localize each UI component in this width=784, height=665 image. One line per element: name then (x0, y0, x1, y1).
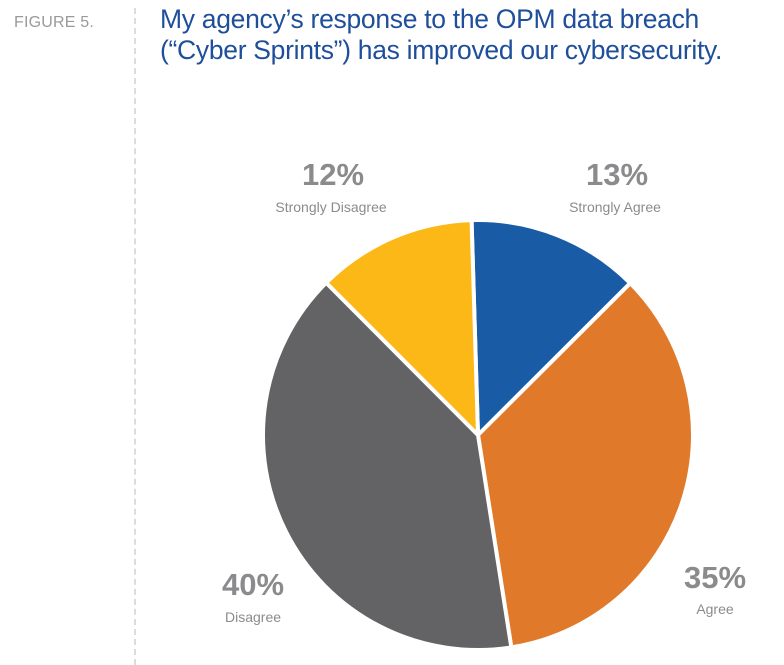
pie-slice-disagree (261, 280, 514, 652)
label-strongly-agree: Strongly Agree (569, 199, 661, 215)
divider (134, 8, 136, 665)
label-strongly-disagree: Strongly Disagree (275, 199, 386, 215)
title-line-2: (“Cyber Sprints”) has improved our cyber… (160, 35, 723, 65)
chart-title: My agency’s response to the OPM data bre… (160, 4, 722, 66)
title-line-1: My agency’s response to the OPM data bre… (160, 4, 699, 34)
pie-slice-strongly-agree (469, 218, 633, 437)
label-agree: Agree (696, 601, 734, 617)
pie-slice-strongly-disagree (324, 218, 480, 437)
figure-label: FIGURE 5. (14, 14, 95, 31)
pie-slice-agree (476, 281, 695, 650)
label-pct-agree: 35% (684, 560, 746, 595)
label-disagree: Disagree (225, 609, 281, 625)
label-pct-strongly-agree: 13% (586, 157, 648, 192)
label-pct-strongly-disagree: 12% (302, 157, 364, 192)
label-pct-disagree: 40% (222, 567, 284, 602)
